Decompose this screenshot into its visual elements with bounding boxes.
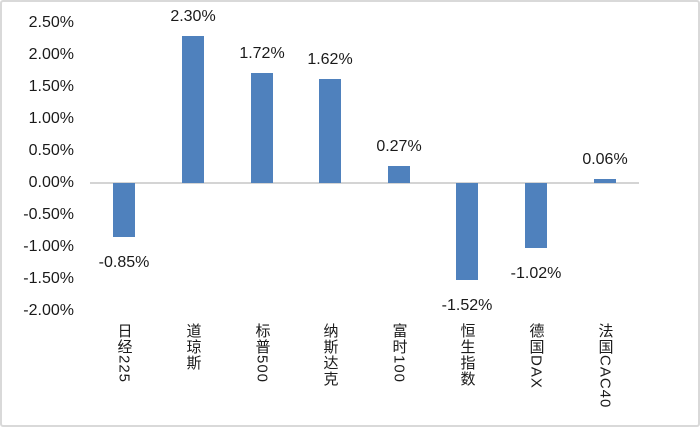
category-axis-label: 日经225 — [115, 323, 133, 384]
bar-value-label: -1.02% — [510, 265, 562, 282]
category-axis-label: 标普500 — [253, 323, 271, 384]
y-axis-tick-label: -2.00% — [23, 302, 74, 319]
category-axis-label: 富时100 — [390, 323, 408, 384]
bar — [319, 79, 341, 183]
bar-value-label: 1.62% — [307, 51, 353, 68]
bar-value-label: -1.52% — [441, 297, 493, 314]
bar — [456, 183, 478, 280]
bar-value-label: 1.72% — [239, 45, 285, 62]
bar — [182, 36, 204, 183]
bar — [594, 179, 616, 183]
y-axis-tick-label: 0.00% — [28, 174, 74, 191]
x-axis-zero-line — [90, 182, 639, 184]
y-axis-tick-label: 2.00% — [28, 46, 74, 63]
y-axis-tick-label: -1.50% — [23, 270, 74, 287]
bar-value-label: 2.30% — [170, 8, 216, 25]
category-axis-label: 德国DAX — [527, 323, 545, 389]
category-axis-label: 纳斯达克 — [321, 323, 339, 387]
bar — [113, 183, 135, 237]
bar-value-label: 0.27% — [376, 138, 422, 155]
category-axis-label: 法国CAC40 — [596, 323, 614, 409]
y-axis-tick-label: -0.50% — [23, 206, 74, 223]
y-axis-tick-label: 0.50% — [28, 142, 74, 159]
bar-value-label: -0.85% — [98, 254, 150, 271]
y-axis-tick-label: 1.00% — [28, 110, 74, 127]
y-axis-tick-label: 2.50% — [28, 14, 74, 31]
category-axis-label: 恒生指数 — [458, 323, 476, 387]
bar — [525, 183, 547, 248]
bar — [388, 166, 410, 183]
category-axis-label: 道琼斯 — [184, 323, 202, 371]
bar — [251, 73, 273, 183]
bar-value-label: 0.06% — [582, 151, 628, 168]
y-axis-tick-label: 1.50% — [28, 78, 74, 95]
y-axis-tick-label: -1.00% — [23, 238, 74, 255]
